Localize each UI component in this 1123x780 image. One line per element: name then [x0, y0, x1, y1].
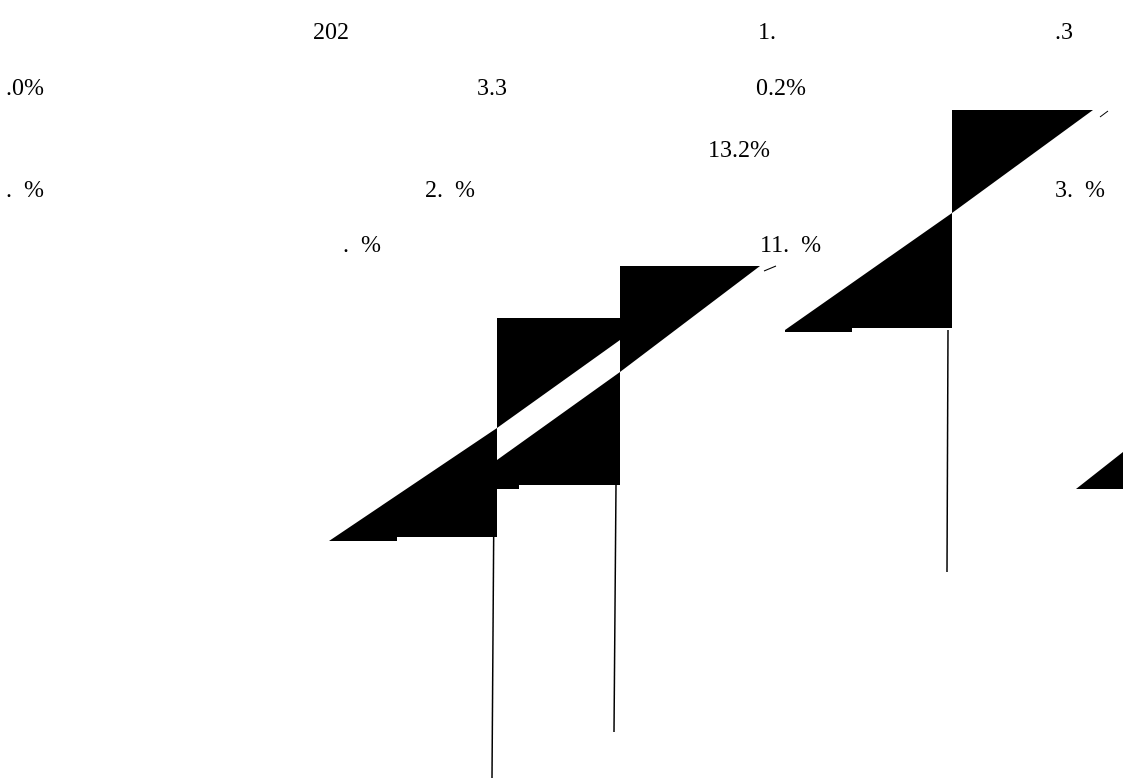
label-3-3: 3.3 [477, 75, 507, 101]
triangle-shape-3 [497, 372, 620, 489]
label-partial-pct-mid: . % [343, 232, 381, 258]
label-partial-pct-left: . % [6, 177, 44, 203]
label-0-pct: .0% [6, 75, 44, 101]
triangle-shape-1 [329, 428, 497, 541]
label-3: .3 [1055, 19, 1073, 45]
label-2-pct: 2. % [425, 177, 475, 203]
triangle-shape-5 [785, 213, 952, 332]
label-11-pct: 11. % [760, 232, 822, 258]
dash-mark-1 [763, 265, 777, 272]
triangle-shape-4 [620, 266, 760, 372]
triangle-shape-2 [497, 318, 620, 428]
label-202: 202 [313, 19, 349, 45]
triangle-shape-6 [952, 110, 1093, 213]
dash-mark-2 [1099, 110, 1109, 118]
label-0-2-pct: 0.2% [756, 75, 806, 101]
label-3-pct: 3. % [1055, 177, 1105, 203]
label-1: 1. [758, 19, 776, 45]
triangle-shape-7 [1076, 452, 1123, 489]
vertical-line-2 [613, 484, 617, 733]
vertical-line-1 [491, 489, 495, 779]
label-13-2-pct: 13.2% [708, 137, 770, 163]
vertical-line-3 [946, 329, 949, 573]
